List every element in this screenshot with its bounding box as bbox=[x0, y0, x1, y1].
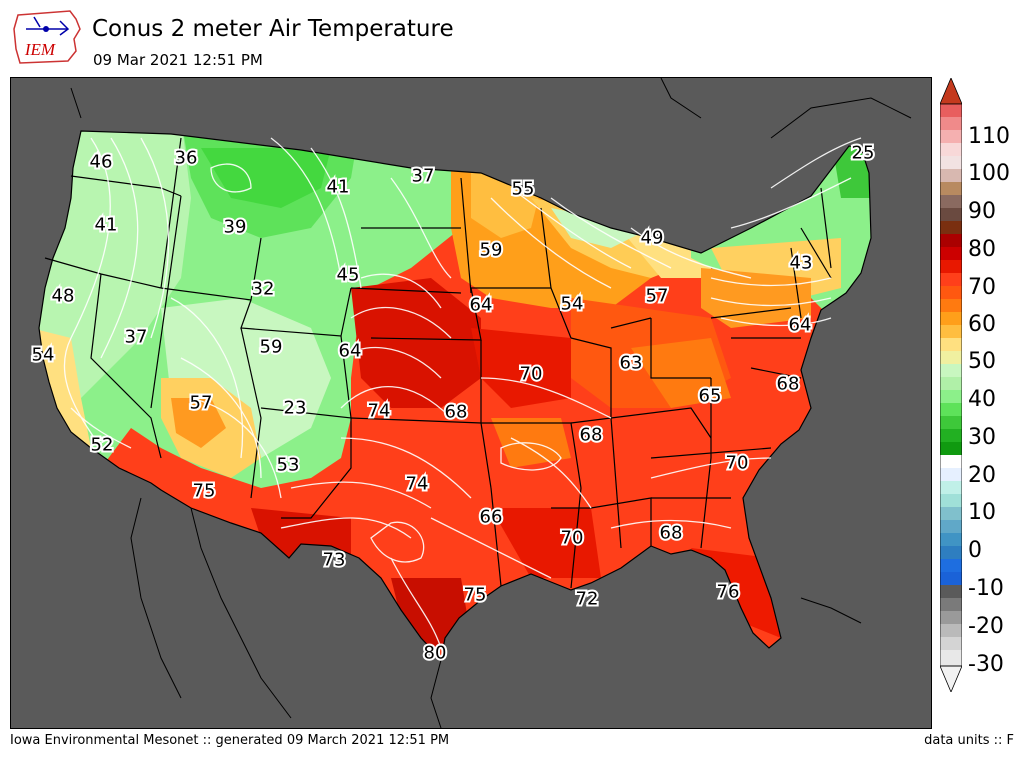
temp-label: 75 bbox=[193, 481, 216, 502]
temp-label: 55 bbox=[512, 179, 535, 200]
temperature-labels: 46 36 37 55 25 41 41 39 59 49 43 45 48 3… bbox=[30, 141, 877, 666]
colorbar-tick-label: 60 bbox=[968, 312, 996, 337]
isotherms bbox=[63, 137, 862, 649]
temp-label: 25 bbox=[852, 143, 875, 164]
colorbar-tick-label: 50 bbox=[968, 349, 996, 374]
colorbar-tick-label: 40 bbox=[968, 387, 996, 412]
page-title: Conus 2 meter Air Temperature bbox=[92, 16, 454, 42]
temp-label: 74 bbox=[406, 474, 429, 495]
temp-label: 68 bbox=[660, 523, 683, 544]
temp-label: 59 bbox=[260, 337, 283, 358]
temp-label: 23 bbox=[284, 398, 307, 419]
colorbar-tick-label: 110 bbox=[968, 124, 1010, 149]
temp-label: 68 bbox=[445, 402, 468, 423]
temp-label: 64 bbox=[789, 315, 812, 336]
temp-label: 41 bbox=[95, 215, 118, 236]
map-canvas: 46 36 37 55 25 41 41 39 59 49 43 45 48 3… bbox=[30, 78, 912, 728]
temp-label: 70 bbox=[520, 364, 543, 385]
temp-label: 37 bbox=[125, 327, 148, 348]
colorbar-tick-label: 90 bbox=[968, 199, 996, 224]
temp-label: 45 bbox=[337, 265, 360, 286]
temp-label: 54 bbox=[32, 345, 55, 366]
colorbar-tick-label: -20 bbox=[968, 614, 1004, 639]
temp-label: 72 bbox=[576, 589, 599, 610]
temp-label: 75 bbox=[464, 585, 487, 606]
temp-label: 70 bbox=[561, 528, 584, 549]
logo-text: IEM bbox=[24, 40, 56, 59]
temp-label: 49 bbox=[641, 228, 664, 249]
colorbar-tick-label: 20 bbox=[968, 463, 996, 488]
iem-logo: IEM bbox=[10, 5, 85, 67]
temp-label: 53 bbox=[277, 455, 300, 476]
temperature-colorbar bbox=[939, 76, 963, 694]
temp-label: 64 bbox=[470, 295, 493, 316]
colorbar-tick-label: 70 bbox=[968, 275, 996, 300]
footer-units: data units :: F bbox=[924, 733, 1014, 748]
coastlines bbox=[70, 78, 912, 728]
temp-label: 57 bbox=[646, 286, 669, 307]
temp-label: 65 bbox=[699, 386, 722, 407]
colorbar-tick-label: 0 bbox=[968, 538, 982, 563]
temp-label: 41 bbox=[327, 177, 350, 198]
temp-label: 64 bbox=[339, 341, 362, 362]
temp-label: 39 bbox=[224, 217, 247, 238]
temp-label: 36 bbox=[175, 148, 198, 169]
colorbar-tick-label: -30 bbox=[968, 652, 1004, 677]
temp-label: 76 bbox=[717, 582, 740, 603]
temp-label: 59 bbox=[480, 240, 503, 261]
temp-label: 73 bbox=[323, 550, 346, 571]
temp-label: 32 bbox=[252, 279, 275, 300]
temp-label: 63 bbox=[620, 353, 643, 374]
temp-label: 46 bbox=[90, 152, 113, 173]
temp-label: 74 bbox=[368, 401, 391, 422]
temp-label: 43 bbox=[790, 253, 813, 274]
colorbar-tick-label: -10 bbox=[968, 576, 1004, 601]
temperature-map: 46 36 37 55 25 41 41 39 59 49 43 45 48 3… bbox=[10, 77, 932, 729]
temp-label: 52 bbox=[91, 435, 114, 456]
temp-label: 37 bbox=[412, 166, 435, 187]
temp-label: 70 bbox=[726, 453, 749, 474]
temp-label: 48 bbox=[52, 286, 75, 307]
temp-label: 66 bbox=[480, 507, 503, 528]
colorbar-tick-label: 100 bbox=[968, 161, 1010, 186]
page-subtitle: 09 Mar 2021 12:51 PM bbox=[93, 51, 263, 69]
temp-label: 54 bbox=[561, 294, 584, 315]
colorbar-tick-label: 10 bbox=[968, 500, 996, 525]
footer-credit: Iowa Environmental Mesonet :: generated … bbox=[10, 733, 450, 748]
temp-label: 68 bbox=[777, 374, 800, 395]
temp-label: 57 bbox=[190, 393, 213, 414]
temp-label: 68 bbox=[580, 425, 603, 446]
temperature-shading bbox=[39, 131, 871, 660]
state-borders bbox=[38, 130, 872, 662]
colorbar-tick-label: 80 bbox=[968, 237, 996, 262]
temp-label: 80 bbox=[424, 643, 447, 664]
colorbar-tick-label: 30 bbox=[968, 425, 996, 450]
